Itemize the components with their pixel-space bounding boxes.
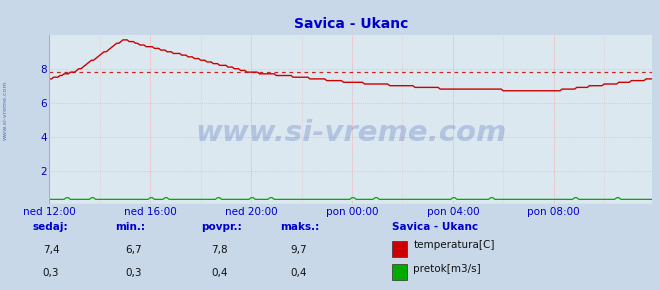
Text: 0,3: 0,3	[125, 268, 142, 278]
Text: sedaj:: sedaj:	[33, 222, 69, 232]
Text: www.si-vreme.com: www.si-vreme.com	[3, 80, 8, 140]
Text: Savica - Ukanc: Savica - Ukanc	[392, 222, 478, 232]
Text: 0,4: 0,4	[290, 268, 306, 278]
Title: Savica - Ukanc: Savica - Ukanc	[294, 17, 408, 31]
Text: 7,8: 7,8	[211, 245, 227, 255]
Text: 9,7: 9,7	[290, 245, 306, 255]
Text: www.si-vreme.com: www.si-vreme.com	[195, 119, 507, 147]
Text: 6,7: 6,7	[125, 245, 142, 255]
Text: maks.:: maks.:	[280, 222, 320, 232]
Text: 0,3: 0,3	[43, 268, 59, 278]
Text: min.:: min.:	[115, 222, 146, 232]
Text: 0,4: 0,4	[211, 268, 227, 278]
Text: pretok[m3/s]: pretok[m3/s]	[413, 264, 481, 274]
Text: temperatura[C]: temperatura[C]	[413, 240, 495, 250]
Text: povpr.:: povpr.:	[201, 222, 242, 232]
Text: 7,4: 7,4	[43, 245, 59, 255]
